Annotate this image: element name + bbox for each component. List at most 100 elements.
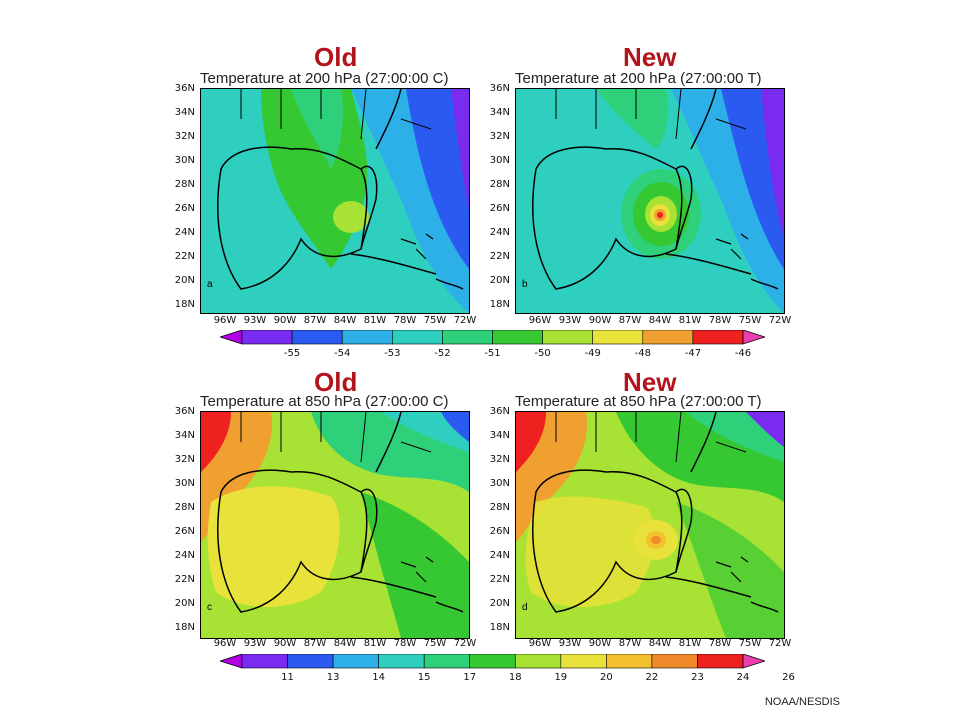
lat-tick: 28N (489, 502, 510, 513)
colorbar-swatch (291, 329, 343, 345)
colorbar-swatch (560, 653, 607, 669)
panel-subtitle: Temperature at 850 hPa (27:00:00 C) (200, 393, 449, 410)
lon-tick: 78W (393, 638, 417, 649)
lon-tick: 72W (768, 638, 792, 649)
colorbar-swatch (606, 653, 653, 669)
lon-tick: 90W (273, 638, 297, 649)
lon-tick: 90W (588, 315, 612, 326)
lat-tick: 20N (174, 598, 195, 609)
lat-tick: 26N (489, 203, 510, 214)
colorbar-tick-label: 26 (782, 672, 795, 683)
colorbar-tick-label: 11 (281, 672, 294, 683)
lat-tick: 34N (174, 430, 195, 441)
lat-tick: 32N (174, 454, 195, 465)
lat-tick: 26N (174, 526, 195, 537)
lat-tick: 22N (489, 251, 510, 262)
colorbar-swatch (592, 329, 644, 345)
colorbar-tick-label: -48 (634, 348, 651, 359)
lat-tick: 34N (174, 107, 195, 118)
panel-subtitle: Temperature at 200 hPa (27:00:00 C) (200, 70, 449, 87)
colorbar-swatch (492, 329, 543, 345)
lat-tick: 20N (174, 275, 195, 286)
lat-tick: 30N (174, 478, 195, 489)
credit-text: NOAA/NESDIS (764, 696, 840, 708)
lat-tick: 32N (174, 131, 195, 142)
colorbar-max-arrow (742, 329, 767, 345)
colorbar-tick-label: -47 (684, 348, 702, 359)
colorbar-swatch (392, 329, 443, 345)
lat-tick: 18N (174, 622, 195, 633)
lon-tick: 93W (243, 315, 267, 326)
colorbar-swatch (241, 329, 293, 345)
colorbar-svg (218, 653, 767, 669)
colorbar-swatch (642, 329, 694, 345)
colorbar-tick-label: 18 (508, 672, 522, 683)
temperature-map (201, 89, 469, 313)
colorbar-tick-label: 22 (645, 672, 659, 683)
lon-tick: 93W (558, 638, 582, 649)
lat-tick: 24N (174, 227, 195, 238)
temperature-map (516, 412, 784, 638)
lat-tick: 30N (489, 155, 510, 166)
colorbar-tick-label: -55 (283, 348, 301, 359)
panel-old-850hpa: Old Temperature at 850 hPa (27:00:00 C) … (160, 365, 480, 649)
panel-title-new: New (623, 42, 677, 72)
colorbar-swatch (287, 653, 334, 669)
lat-tick: 36N (174, 83, 195, 94)
lon-tick: 87W (618, 315, 642, 326)
colorbar-tick-label: 23 (691, 672, 704, 683)
colorbar-swatch (469, 653, 516, 669)
colorbar-swatch (514, 653, 562, 669)
lon-tick: 87W (303, 638, 327, 649)
lat-tick: 28N (174, 502, 195, 513)
colorbar-swatch (692, 329, 744, 345)
lat-tick: 18N (489, 622, 510, 633)
panel-mark: b (522, 279, 528, 290)
lat-tick: 22N (489, 574, 510, 585)
colorbar-tick-label: 19 (554, 672, 568, 683)
panel-new-200hpa: New Temperature at 200 hPa (27:00:00 T) … (475, 40, 795, 326)
panel-title-old: Old (314, 42, 358, 72)
map-old-200hpa: a (200, 88, 470, 314)
lat-tick: 36N (489, 83, 510, 94)
lon-tick: 96W (528, 315, 552, 326)
lon-tick: 78W (708, 638, 732, 649)
panel-subtitle: Temperature at 200 hPa (27:00:00 T) (515, 70, 762, 87)
lon-tick: 84W (333, 315, 357, 326)
colorbar-max-arrow (742, 653, 767, 669)
map-new-200hpa: b (515, 88, 785, 314)
temperature-map (201, 412, 469, 638)
panel-title-new: New (623, 367, 677, 397)
lon-tick: 84W (648, 315, 672, 326)
colorbar-850hpa: 11 13 14 15 17 18 19 20 22 23 24 26 (218, 653, 795, 694)
colorbar-tick-label: -46 (734, 348, 752, 359)
colorbar-min-arrow (218, 329, 243, 345)
panel-new-850hpa: New Temperature at 850 hPa (27:00:00 T) … (475, 365, 795, 649)
lat-tick: 32N (489, 454, 510, 465)
panel-subtitle: Temperature at 850 hPa (27:00:00 T) (515, 393, 762, 410)
colorbar-tick-label: 13 (326, 672, 340, 683)
lon-tick: 84W (333, 638, 357, 649)
lon-tick: 90W (273, 315, 297, 326)
colorbar-tick-label: -54 (334, 348, 351, 359)
colorbar-swatch (697, 653, 744, 669)
colorbar-swatch (651, 653, 698, 669)
lat-tick: 24N (489, 227, 510, 238)
colorbar-tick-label: -49 (584, 348, 601, 359)
lon-tick: 78W (393, 315, 417, 326)
colorbar-swatch (542, 329, 594, 345)
colorbar-tick-label: -50 (534, 348, 551, 359)
lon-tick: 93W (558, 315, 582, 326)
colorbar-swatch (423, 653, 471, 669)
colorbar-tick-label: 17 (463, 672, 477, 683)
lon-tick: 75W (738, 638, 762, 649)
lat-tick: 20N (489, 275, 510, 286)
lon-tick: 81W (678, 315, 702, 326)
lon-tick: 87W (303, 315, 327, 326)
lon-tick: 75W (423, 315, 447, 326)
colorbar-tick-label: -51 (484, 348, 501, 359)
lat-tick: 30N (489, 478, 510, 489)
lon-tick: 78W (708, 315, 732, 326)
lon-tick: 93W (243, 638, 267, 649)
map-new-850hpa: d (515, 411, 785, 639)
